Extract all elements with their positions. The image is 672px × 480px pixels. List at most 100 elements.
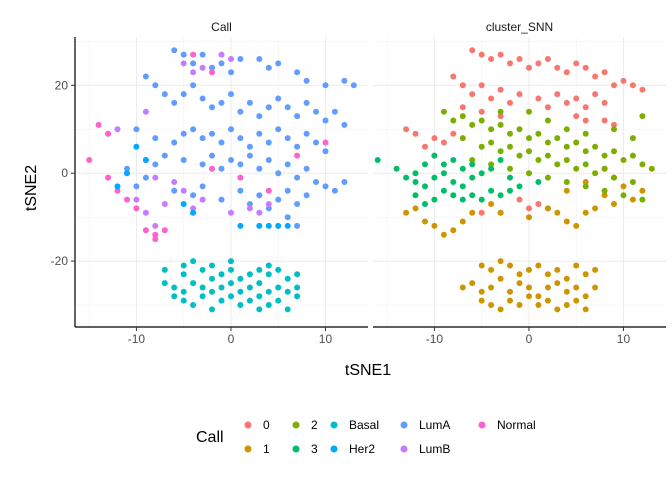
data-point bbox=[341, 77, 348, 84]
data-point bbox=[488, 56, 495, 62]
data-point bbox=[507, 288, 513, 295]
data-point bbox=[611, 148, 617, 155]
series-Basal bbox=[161, 258, 301, 313]
y-tick-label: 0 bbox=[61, 166, 68, 180]
data-point bbox=[431, 152, 438, 159]
data-point bbox=[86, 157, 93, 163]
data-point bbox=[209, 69, 215, 76]
data-point bbox=[535, 262, 542, 269]
legend-title: Call bbox=[196, 429, 224, 446]
data-point bbox=[497, 157, 504, 163]
data-point bbox=[488, 302, 495, 308]
data-point bbox=[620, 77, 627, 84]
data-point bbox=[431, 222, 438, 229]
data-point bbox=[237, 302, 244, 308]
data-point bbox=[450, 130, 457, 137]
series-0 bbox=[403, 47, 646, 216]
data-point bbox=[611, 126, 617, 133]
legend-item-1: 1 bbox=[244, 442, 270, 456]
data-point bbox=[218, 60, 225, 67]
data-point bbox=[459, 113, 466, 120]
x-tick-label: 0 bbox=[526, 332, 533, 346]
data-point bbox=[544, 271, 551, 278]
data-point bbox=[133, 143, 140, 150]
data-point bbox=[469, 161, 476, 168]
data-point bbox=[265, 104, 272, 111]
data-point bbox=[152, 174, 159, 181]
data-point bbox=[180, 157, 187, 163]
x-tick-label: 10 bbox=[617, 332, 631, 346]
legend-label: LumA bbox=[419, 418, 450, 432]
data-point bbox=[516, 91, 523, 98]
data-point bbox=[526, 284, 532, 291]
data-point bbox=[180, 262, 187, 269]
data-point bbox=[294, 152, 301, 159]
data-point bbox=[133, 205, 140, 212]
data-point bbox=[507, 99, 513, 106]
data-point bbox=[469, 157, 476, 163]
data-point bbox=[246, 284, 253, 291]
data-point bbox=[582, 64, 589, 71]
data-point bbox=[554, 280, 561, 287]
data-point bbox=[535, 157, 542, 163]
data-point bbox=[535, 179, 542, 185]
data-point bbox=[246, 99, 253, 106]
data-point bbox=[611, 174, 617, 181]
data-point bbox=[228, 293, 234, 300]
legend-label: 2 bbox=[311, 418, 318, 432]
data-point bbox=[440, 108, 447, 115]
data-point bbox=[563, 157, 570, 163]
data-point bbox=[422, 161, 428, 168]
data-point bbox=[469, 192, 476, 199]
data-point bbox=[601, 69, 608, 76]
data-point bbox=[403, 126, 410, 133]
data-point bbox=[478, 209, 485, 216]
data-point bbox=[275, 60, 282, 67]
data-point bbox=[284, 275, 291, 282]
data-point bbox=[199, 161, 206, 168]
y-tick-label: 20 bbox=[55, 78, 69, 92]
data-point bbox=[256, 165, 263, 172]
data-point bbox=[535, 130, 542, 137]
data-point bbox=[554, 306, 561, 313]
data-point bbox=[237, 222, 244, 229]
data-point bbox=[412, 192, 419, 199]
data-point bbox=[218, 297, 225, 304]
data-point bbox=[601, 165, 608, 172]
data-point bbox=[497, 275, 504, 282]
data-point bbox=[209, 262, 215, 269]
data-point bbox=[544, 297, 551, 304]
data-point bbox=[535, 293, 542, 300]
data-point bbox=[209, 275, 215, 282]
panel-0: Call bbox=[75, 20, 368, 327]
data-point bbox=[294, 69, 301, 76]
panel-title: cluster_SNN bbox=[486, 20, 553, 34]
data-point bbox=[180, 271, 187, 278]
data-point bbox=[256, 56, 263, 62]
data-point bbox=[639, 113, 646, 120]
data-point bbox=[639, 187, 646, 194]
legend-swatch bbox=[292, 421, 300, 429]
data-point bbox=[459, 218, 466, 225]
data-point bbox=[516, 56, 523, 62]
data-point bbox=[582, 306, 589, 313]
data-point bbox=[403, 209, 410, 216]
data-point bbox=[601, 187, 608, 194]
data-point bbox=[105, 174, 112, 181]
data-point bbox=[516, 196, 523, 203]
data-point bbox=[124, 165, 130, 172]
data-point bbox=[265, 222, 272, 229]
legend: Call 0 1 2 3 Basal Her2 LumA LumB Normal bbox=[196, 418, 536, 456]
data-point bbox=[403, 174, 410, 181]
data-point bbox=[246, 152, 253, 159]
data-point bbox=[171, 99, 178, 106]
data-point bbox=[440, 139, 447, 146]
legend-item-2: 2 bbox=[292, 418, 318, 432]
series-LumA bbox=[105, 47, 357, 229]
data-point bbox=[199, 51, 206, 58]
data-point bbox=[313, 139, 319, 146]
data-point bbox=[563, 302, 570, 308]
data-point bbox=[544, 104, 551, 111]
data-point bbox=[275, 266, 282, 273]
data-point bbox=[526, 266, 532, 273]
